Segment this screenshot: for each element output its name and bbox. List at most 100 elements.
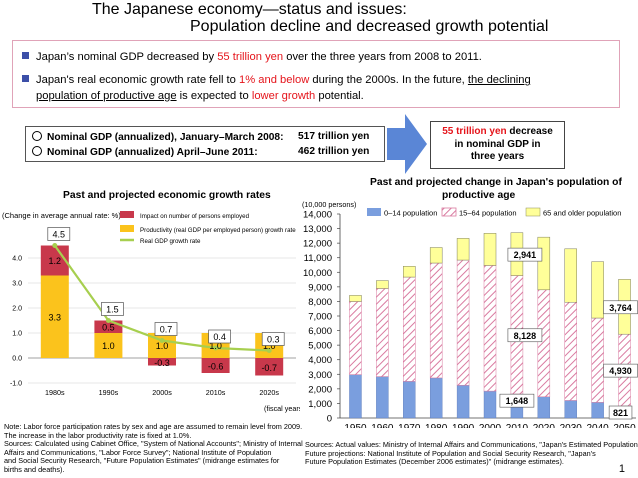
gdp-growth-point	[105, 318, 111, 323]
gdp-growth-point	[266, 348, 272, 353]
pop-bar-0-14	[537, 396, 551, 419]
bullet-gdp: Japan’s nominal GDP decreased by 55 tril…	[22, 50, 482, 64]
legend-swatch-0-14	[367, 208, 381, 216]
growth-employed-label: -0.3	[154, 358, 170, 368]
callout-text: decrease	[506, 126, 553, 137]
pop-bar-15-64	[537, 289, 551, 398]
growth-productivity-label: 3.3	[49, 312, 62, 322]
growth-bar-employed	[255, 358, 284, 376]
pop-y-tick-label: 10,000	[303, 268, 332, 279]
callout-text: three years	[470, 151, 525, 162]
growth-y-tick-label: 0.0	[12, 356, 22, 363]
highlight-text: lower growth	[251, 90, 316, 102]
legend-swatch-employed	[120, 211, 134, 218]
pop-y-tick-label: 8,000	[308, 297, 332, 308]
growth-x-tick-label: 1980s	[45, 388, 65, 397]
pop-y-tick-label: 14,000	[303, 210, 332, 221]
legend-label-0-14: 0–14 population	[384, 209, 437, 218]
pop-y-tick-label: 3,000	[308, 370, 332, 381]
growth-bar-productivity	[94, 333, 123, 358]
highlight-text: 1% and below	[239, 74, 310, 86]
pop-annotation-box	[507, 328, 543, 343]
gdp-value-2008: 517 trillion yen	[298, 131, 370, 142]
pop-annotation-box	[499, 393, 535, 408]
page-number: 1	[618, 463, 625, 475]
legend-swatch-productivity	[120, 225, 134, 232]
bullet-growth: Japan's real economic growth rate fell t…	[22, 73, 531, 87]
pop-y-tick-label: 5,000	[308, 341, 332, 352]
growth-chart-title: Past and projected economic growth rates	[63, 190, 271, 201]
footnote-line: Sources: Calculated using Cabinet Office…	[4, 439, 303, 449]
growth-productivity-label: 1.0	[156, 341, 169, 351]
pop-bar-65plus	[349, 295, 362, 302]
pop-annotation-label: 2,941	[514, 250, 537, 260]
footnote-line: Future projections: National Institute o…	[305, 448, 596, 458]
gdp-label: Nominal GDP (annualized), January–March …	[47, 132, 284, 143]
pop-y-axis-label: (10,000 persons)	[302, 200, 356, 209]
bullet-text: during the 2000s. In the future,	[309, 74, 468, 86]
circle-icon	[32, 131, 42, 141]
growth-rate-chart: (Change in average annual rate: %) (fisc…	[2, 211, 300, 413]
gdp-growth-label-box	[101, 302, 124, 316]
growth-employed-label: 1.2	[49, 256, 62, 266]
pop-x-tick-label: 1960	[371, 423, 394, 428]
callout-highlight: 55 trillion yen	[442, 126, 507, 137]
footnote-line: births and deaths).	[4, 464, 65, 474]
gdp-row-2011: Nominal GDP (annualized) April–June 2011…	[32, 146, 258, 158]
pop-y-tick-label: 4,000	[308, 355, 332, 366]
growth-y-tick-label: 3.0	[12, 281, 22, 288]
pop-bar-0-14	[349, 374, 362, 419]
pop-annotation-box	[507, 247, 543, 262]
gdp-growth-label: 0.4	[213, 332, 226, 342]
pop-bar-15-64	[349, 301, 362, 375]
gdp-label: Nominal GDP (annualized) April–June 2011…	[47, 147, 258, 158]
gdp-value-2011: 462 trillion yen	[298, 146, 370, 157]
pop-x-tick-label: 2050	[613, 423, 636, 428]
footnote-line: The increase in the labor productivity r…	[4, 430, 192, 440]
gdp-growth-label: 0.3	[267, 335, 280, 345]
pop-y-tick-label: 1,000	[308, 399, 332, 410]
growth-y-axis-label: (Change in average annual rate: %)	[2, 211, 121, 220]
gdp-growth-point	[213, 345, 219, 351]
growth-productivity-label: 1.0	[209, 341, 222, 351]
growth-bar-employed	[40, 245, 69, 276]
pop-chart-title-line1: Past and projected change in Japan's pop…	[370, 177, 622, 188]
gdp-growth-label: 0.7	[160, 325, 173, 335]
pop-y-tick-label: 12,000	[303, 239, 332, 250]
pop-annotation-label: 1,648	[506, 396, 529, 406]
gdp-growth-label-box	[154, 322, 178, 336]
pop-x-tick-label: 1970	[398, 423, 421, 428]
pop-bar-65plus	[429, 247, 443, 264]
underlined-text: the declining	[467, 74, 531, 86]
pop-annotation-label: 8,128	[514, 331, 537, 341]
pop-bar-65plus	[537, 236, 551, 291]
pop-bar-0-14	[376, 376, 389, 419]
growth-employed-label: -0.6	[208, 362, 224, 372]
pop-bar-15-64	[591, 317, 604, 403]
growth-productivity-label: 1.0	[263, 341, 276, 351]
legend-swatch-65plus	[525, 207, 541, 217]
highlight-text: 55 trillion yen	[217, 51, 284, 63]
gdp-growth-label-box	[208, 329, 231, 344]
pop-bar-0-14	[591, 402, 604, 419]
bullet-text: Japan’s nominal GDP decreased by	[36, 51, 218, 63]
footnote-line: Sources: Actual values: Ministry of Inte…	[305, 440, 638, 449]
pop-y-tick-label: 9,000	[308, 282, 332, 293]
growth-y-tick-label: 1.0	[12, 331, 22, 338]
growth-bar-productivity	[40, 275, 69, 358]
footnote-left: Note: Labor force participation rates by…	[4, 422, 303, 475]
arrow-right-icon	[387, 114, 427, 174]
bullet-text: potential.	[315, 90, 364, 102]
pop-x-tick-label: 1950	[344, 423, 367, 428]
legend-label-15-64: 15–64 population	[459, 209, 517, 218]
pop-bar-65plus	[456, 238, 470, 261]
pop-y-tick-label: 2,000	[308, 384, 332, 395]
population-chart: (10,000 persons) 0–14 population 15–64 p…	[302, 200, 638, 428]
footnote-line: and Social Security Research, "Future Po…	[4, 456, 280, 466]
growth-x-tick-label: 1990s	[99, 388, 119, 397]
pop-x-tick-label: 2020	[533, 423, 556, 428]
pop-y-tick-label: 13,000	[303, 224, 332, 235]
pop-y-tick-label: 6,000	[308, 326, 332, 337]
growth-y-tick-label: 2.0	[12, 306, 22, 313]
growth-x-note: (fiscal years)	[264, 404, 300, 413]
